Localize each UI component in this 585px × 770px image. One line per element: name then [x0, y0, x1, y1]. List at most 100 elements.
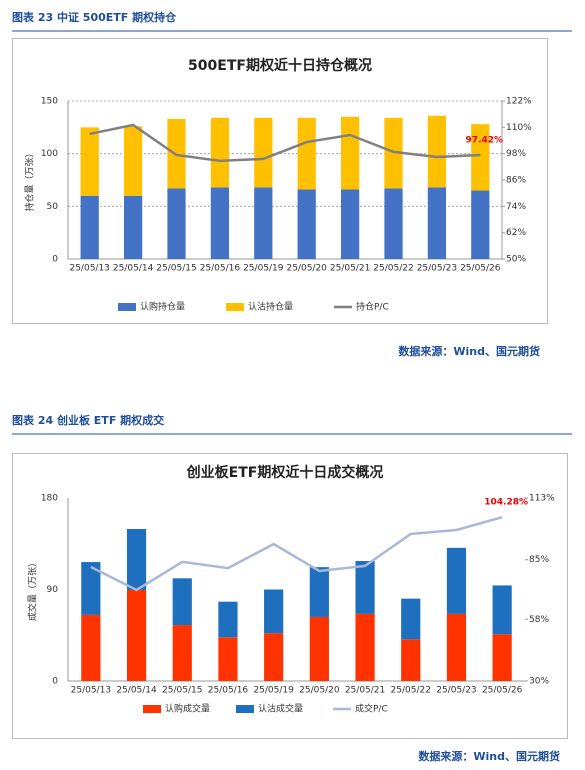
y-tick-label: 150	[41, 97, 58, 107]
x-tick-label: 25/05/15	[156, 264, 196, 274]
y2-tick-label: 50%	[506, 255, 526, 265]
x-tick-label: 25/05/22	[391, 686, 431, 696]
data-label: 104.28%	[484, 498, 528, 508]
x-tick-label: 25/05/15	[162, 686, 202, 696]
bar	[309, 616, 329, 681]
legend-swatch	[226, 303, 244, 311]
x-tick-label: 25/05/19	[253, 686, 294, 696]
bar	[297, 189, 316, 259]
bar	[126, 529, 147, 591]
legend-swatch	[236, 705, 254, 713]
bar	[126, 590, 147, 681]
x-tick-label: 25/05/23	[417, 264, 457, 274]
line-series	[90, 516, 503, 592]
legend-swatch	[143, 705, 161, 713]
bar	[309, 567, 329, 617]
bar	[264, 633, 284, 681]
y2-tick-label: 98%	[506, 149, 526, 159]
y2-tick-label: 85%	[529, 555, 549, 565]
bar	[123, 195, 143, 259]
bar	[355, 561, 375, 614]
bar	[401, 598, 421, 640]
y-axis-label: 持仓量（万张）	[24, 148, 36, 211]
bar	[81, 562, 101, 615]
x-tick-label: 25/05/13	[71, 686, 111, 696]
bar	[401, 639, 421, 681]
y2-tick-label: 86%	[506, 176, 526, 186]
figure-source: 数据来源：Wind、国元期货	[418, 749, 560, 763]
figure-caption: 图表 24 创业板 ETF 期权成交	[12, 413, 164, 427]
y2-tick-label: 122%	[506, 97, 532, 107]
bar	[80, 127, 99, 196]
bar	[210, 187, 230, 259]
bar	[172, 578, 192, 626]
bar	[340, 189, 360, 259]
x-tick-label: 25/05/16	[200, 264, 241, 274]
bar	[172, 625, 192, 681]
bar	[384, 188, 403, 259]
y2-tick-label: 113%	[529, 494, 555, 504]
line-series	[89, 123, 481, 163]
chart-frame	[12, 453, 568, 739]
y-axis-label: 成交量（万张）	[27, 558, 39, 621]
bar	[427, 187, 447, 259]
bar	[254, 117, 273, 188]
data-label: 97.42%	[466, 135, 504, 145]
legend-label: 持仓P/C	[356, 301, 389, 313]
legend-label: 认购成交量	[165, 703, 210, 715]
y2-tick-label: 110%	[506, 123, 532, 133]
x-tick-label: 25/05/20	[286, 264, 327, 274]
y-tick-label: 0	[52, 255, 58, 265]
bar	[297, 117, 316, 190]
y-tick-label: 90	[47, 585, 59, 595]
legend-swatch	[118, 303, 136, 311]
x-tick-label: 25/05/14	[113, 264, 154, 274]
y-tick-label: 50	[47, 202, 59, 212]
bar	[167, 188, 186, 259]
bar	[218, 637, 238, 681]
y-tick-label: 100	[41, 149, 58, 159]
bar	[123, 126, 143, 196]
x-tick-label: 25/05/23	[436, 686, 476, 696]
y2-tick-label: 62%	[506, 228, 526, 238]
x-tick-label: 25/05/21	[330, 264, 370, 274]
legend-label: 认购持仓量	[140, 301, 185, 313]
legend-label: 成交P/C	[355, 703, 388, 715]
bar	[210, 117, 230, 188]
x-tick-label: 25/05/21	[345, 686, 385, 696]
chart-title: 创业板ETF期权近十日成交概况	[186, 464, 384, 481]
bar	[81, 614, 101, 681]
bar	[355, 613, 375, 681]
legend-label: 认沽成交量	[258, 703, 303, 715]
bar	[492, 585, 512, 635]
y2-tick-label: 58%	[529, 615, 549, 625]
x-tick-label: 25/05/16	[208, 686, 249, 696]
x-tick-label: 25/05/20	[299, 686, 340, 696]
x-tick-label: 25/05/14	[116, 686, 157, 696]
figure-source: 数据来源：Wind、国元期货	[398, 344, 540, 358]
x-tick-label: 25/05/13	[69, 264, 109, 274]
x-tick-label: 25/05/19	[243, 264, 284, 274]
legend-label: 认沽持仓量	[248, 301, 293, 313]
bar	[446, 613, 467, 681]
y2-tick-label: 30%	[529, 677, 549, 687]
figure-caption: 图表 23 中证 500ETF 期权持仓	[12, 10, 177, 24]
bar	[218, 601, 238, 638]
bar	[471, 190, 490, 259]
bar	[264, 589, 284, 634]
bar	[427, 115, 447, 188]
y2-tick-label: 74%	[506, 202, 526, 212]
chart-title: 500ETF期权近十日持仓概况	[188, 57, 372, 74]
x-tick-label: 25/05/26	[482, 686, 523, 696]
x-tick-label: 25/05/26	[460, 264, 501, 274]
chart-frame	[12, 38, 548, 324]
bar	[254, 187, 273, 259]
bar	[471, 124, 490, 191]
bar	[492, 634, 512, 681]
y-tick-label: 180	[41, 494, 58, 504]
bar	[446, 547, 467, 614]
bar	[80, 195, 99, 259]
x-tick-label: 25/05/22	[373, 264, 413, 274]
